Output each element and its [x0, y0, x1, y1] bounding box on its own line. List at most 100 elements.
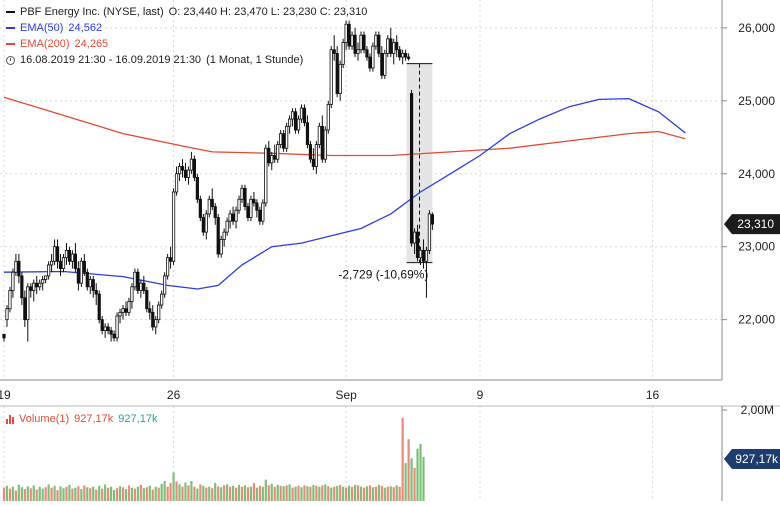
volume-bar-84 [252, 482, 255, 501]
volume-bar-12 [38, 486, 41, 501]
candle-body-49 [148, 308, 152, 313]
volume-bar-64 [193, 486, 196, 501]
legend-instrument-row: PBF Energy Inc. (NYSE, last) O: 23,440 H… [6, 4, 367, 20]
volume-bar-100 [300, 487, 303, 501]
volume-bar-139 [416, 448, 419, 501]
ema50-line [3, 97, 686, 290]
candle-body-10 [32, 282, 36, 291]
candle-body-15 [47, 264, 51, 277]
volume-bar-30 [92, 486, 95, 501]
volume-bar-48 [145, 487, 148, 501]
volume-bar-82 [246, 487, 250, 501]
candle-body-27 [82, 260, 86, 273]
volume-bar-134 [401, 417, 404, 501]
volume-bar-38 [115, 488, 119, 501]
volume-bar-98 [294, 486, 297, 501]
volume-bar-135 [404, 463, 407, 501]
ema50-label: EMA(50) [20, 22, 64, 34]
volume-bar-132 [395, 485, 398, 501]
volume-bar-126 [377, 484, 380, 501]
volume-bar-18 [56, 490, 59, 501]
candle-body-33 [100, 319, 104, 331]
y-tick-label-2: 24,000 [738, 167, 775, 181]
candle-body-106 [317, 125, 321, 145]
candle-body-109 [326, 104, 330, 131]
volume-bar-140 [419, 444, 422, 501]
volume-bar-81 [243, 485, 247, 501]
candle-body-30 [91, 279, 95, 291]
legend-range-row: 16.08.2019 21:30 - 16.09.2019 21:30 (1 M… [6, 52, 367, 68]
volume-bar-24 [74, 487, 77, 501]
volume-bar-15 [47, 484, 50, 501]
volume-bar-1 [5, 485, 9, 501]
volume-bar-131 [392, 487, 395, 501]
candle-body-11 [35, 282, 39, 288]
volume-bar-116 [348, 485, 351, 501]
ohlc-values: O: 23,440 H: 23,470 L: 23,230 C: 23,310 [168, 6, 368, 18]
volume-bar-128 [383, 487, 386, 501]
volume-bar-62 [187, 485, 190, 501]
volume-bar-122 [365, 486, 369, 501]
candle-body-63 [189, 158, 194, 171]
candle-body-100 [299, 107, 304, 120]
candle-body-1 [5, 308, 9, 321]
volume-tick-label: 2,00M [741, 403, 774, 417]
x-tick-label-2: Sep [335, 388, 357, 402]
x-tick-label-3: 9 [477, 388, 484, 402]
volume-bar-127 [380, 485, 383, 501]
ema50-chip [6, 27, 15, 29]
candle-body-43 [130, 286, 134, 302]
candle-body-73 [219, 239, 223, 255]
candle-body-130 [389, 38, 393, 54]
volume-bar-8 [26, 486, 29, 501]
candle-body-105 [314, 144, 318, 167]
candle-body-3 [11, 271, 15, 291]
candle-body-23 [70, 253, 75, 262]
volume-bar-67 [202, 485, 205, 501]
candle-body-51 [154, 319, 158, 328]
volume-bar-74 [223, 485, 226, 501]
volume-value-2: 927,17k [118, 413, 158, 425]
candle-body-40 [121, 308, 125, 313]
candle-body-128 [383, 53, 387, 76]
candle-body-66 [198, 198, 202, 218]
candle-body-54 [163, 275, 167, 295]
volume-bar-2 [8, 488, 12, 501]
candle-body-118 [353, 34, 357, 54]
volume-bar-94 [282, 486, 285, 501]
interval: (1 Monat, 1 Stunde) [206, 54, 304, 66]
ema200-label: EMA(200) [20, 38, 70, 50]
candle-body-112 [335, 53, 339, 94]
volume-bar-68 [205, 487, 208, 501]
volume-bars-icon [6, 414, 14, 424]
candle-body-78 [234, 209, 238, 222]
candle-body-124 [371, 45, 375, 69]
y-tick-label-0: 22,000 [738, 313, 775, 327]
date-range: 16.08.2019 21:30 - 16.09.2019 21:30 [20, 54, 202, 66]
volume-bar-27 [83, 485, 86, 501]
candle-body-32 [97, 293, 101, 321]
volume-bar-43 [130, 487, 134, 501]
candle-body-90 [270, 155, 274, 164]
x-tick-label-1: 26 [167, 388, 181, 402]
price-badge-text: 23,310 [737, 217, 774, 231]
candle-body-113 [338, 63, 342, 94]
candle-body-85 [255, 202, 259, 211]
volume-bar-60 [181, 486, 184, 501]
volume-bar-78 [234, 487, 238, 501]
candle-body-137 [409, 93, 414, 244]
volume-badge [724, 449, 780, 469]
candle-body-74 [222, 231, 226, 240]
candle-body-136 [406, 56, 411, 59]
volume-bar-33 [101, 488, 104, 501]
candle-body-76 [228, 213, 232, 222]
volume-bar-17 [53, 485, 56, 501]
candle-body-108 [323, 129, 327, 160]
volume-bar-11 [35, 489, 38, 501]
candle-body-119 [356, 49, 360, 54]
volume-bar-28 [86, 487, 89, 501]
volume-label: Volume(1) [19, 413, 70, 425]
volume-bar-55 [166, 486, 169, 501]
volume-bar-57 [172, 472, 175, 501]
